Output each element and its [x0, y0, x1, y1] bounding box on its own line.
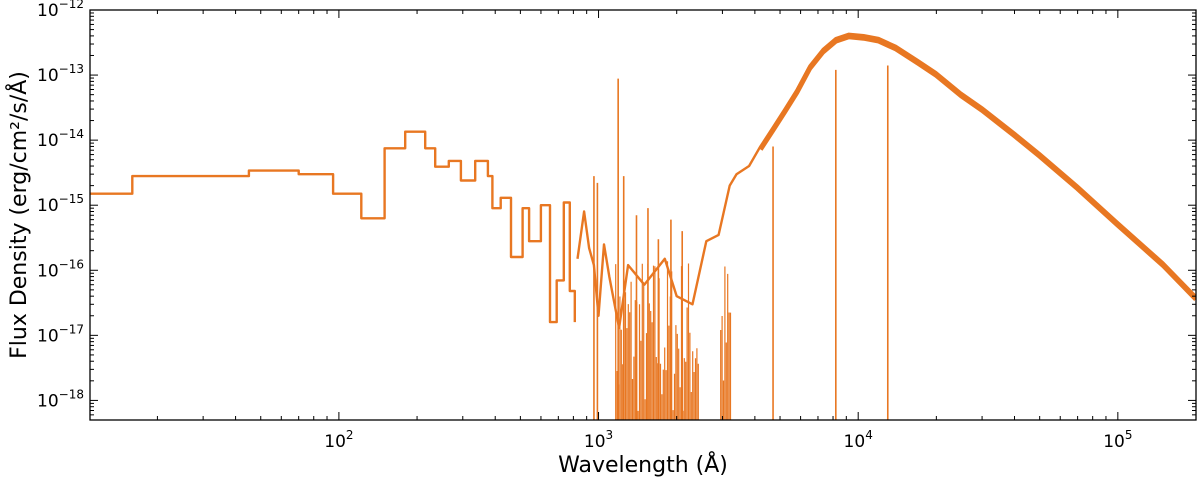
- y-tick-label: 10−15: [37, 192, 84, 216]
- x-tick-label: 104: [844, 428, 873, 452]
- x-tick-label: 105: [1103, 428, 1132, 452]
- y-tick-label: 10−12: [37, 0, 84, 21]
- series-line-0: [90, 130, 576, 324]
- y-tick-label: 10−14: [37, 127, 84, 151]
- x-axis-label: Wavelength (Å): [558, 451, 728, 478]
- plot-frame: [89, 9, 1197, 421]
- x-tick-label: 103: [584, 428, 613, 452]
- y-tick-label: 10−18: [37, 387, 84, 411]
- y-tick-label: 10−17: [37, 322, 84, 346]
- plot-area: [90, 32, 1196, 420]
- y-axis-label: Flux Density (erg/cm²/s/Å): [5, 71, 32, 359]
- x-tick-label: 102: [324, 428, 353, 452]
- y-tick-label: 10−16: [37, 257, 84, 281]
- y-tick-label: 10−13: [37, 62, 84, 86]
- series-band: [758, 34, 1196, 301]
- axes: 102 103 104 105 10−18 10−17 10−16 10−15 10−14 10−…: [37, 0, 1197, 452]
